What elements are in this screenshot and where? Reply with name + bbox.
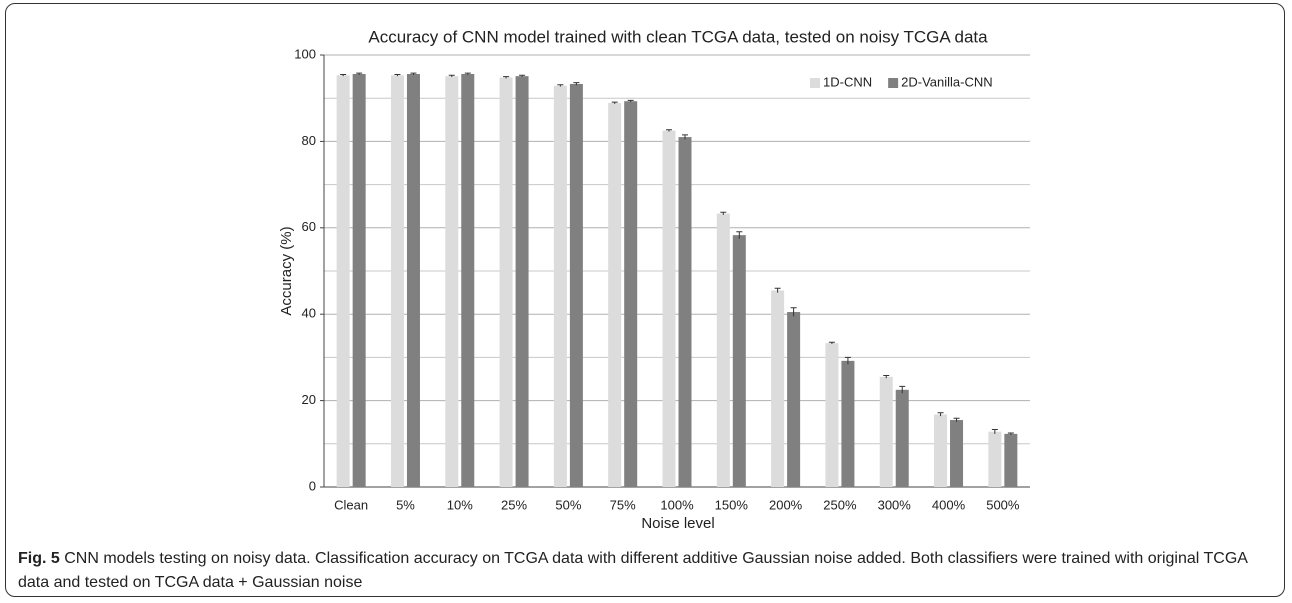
bar xyxy=(662,130,676,487)
error-bar xyxy=(627,99,634,103)
error-bar xyxy=(790,307,797,317)
x-tick-label: 5% xyxy=(396,497,415,512)
error-bar xyxy=(1007,432,1014,435)
error-bar xyxy=(448,74,455,78)
chart-title: Accuracy of CNN model trained with clean… xyxy=(368,27,988,46)
caption: Fig. 5 CNN models testing on noisy data.… xyxy=(18,547,1273,595)
legend-swatch xyxy=(810,78,820,88)
error-bar xyxy=(937,412,944,417)
error-bar xyxy=(736,231,743,239)
y-tick-label: 60 xyxy=(302,219,316,234)
bar xyxy=(352,74,366,488)
bar xyxy=(406,74,420,488)
error-bar xyxy=(720,211,727,215)
x-axis-label: Noise level xyxy=(641,515,714,532)
x-tick-label: 500% xyxy=(986,497,1020,512)
error-bar xyxy=(503,76,510,79)
x-tick-label: 50% xyxy=(555,497,581,512)
bar xyxy=(879,376,893,487)
y-tick-label: 40 xyxy=(302,306,316,321)
bar xyxy=(390,75,404,487)
x-tick-label: 300% xyxy=(878,497,912,512)
x-tick-label: 25% xyxy=(501,497,527,512)
bar xyxy=(771,290,785,487)
error-bar xyxy=(464,72,471,75)
bar xyxy=(553,85,567,487)
bar xyxy=(895,389,909,487)
bar xyxy=(445,76,459,487)
bar xyxy=(461,74,475,488)
error-bar xyxy=(774,287,781,293)
bar xyxy=(934,414,948,487)
bar xyxy=(515,76,529,487)
y-tick-label: 80 xyxy=(302,133,316,148)
bar xyxy=(678,137,692,487)
error-bar xyxy=(682,134,688,140)
error-bar xyxy=(356,72,363,75)
bar xyxy=(950,420,964,487)
error-bar xyxy=(340,73,347,77)
bar xyxy=(787,312,801,487)
caption-label: Fig. 5 xyxy=(18,550,60,567)
bar xyxy=(569,83,583,487)
error-bar xyxy=(899,385,906,394)
error-bar xyxy=(828,341,835,345)
x-tick-label: 75% xyxy=(610,497,636,512)
bar xyxy=(988,431,1002,487)
error-bar xyxy=(394,73,401,77)
error-bar xyxy=(519,74,526,78)
error-bar xyxy=(573,82,580,86)
y-tick-label: 0 xyxy=(309,478,316,493)
y-axis-label: Accuracy (%) xyxy=(278,226,295,315)
error-bar xyxy=(953,417,960,422)
x-tick-label: 400% xyxy=(932,497,966,512)
caption-text: CNN models testing on noisy data. Classi… xyxy=(18,550,1248,591)
legend-swatch xyxy=(888,78,899,88)
y-tick-label: 20 xyxy=(302,392,316,407)
x-tick-label: 100% xyxy=(660,497,694,512)
bar xyxy=(336,75,350,487)
bar xyxy=(1004,433,1018,487)
legend-label: 1D-CNN xyxy=(823,74,872,89)
x-tick-label: 150% xyxy=(715,497,749,512)
error-bar xyxy=(844,356,851,365)
legend-label: 2D-Vanilla-CNN xyxy=(901,74,993,89)
error-bar xyxy=(557,84,564,87)
x-tick-label: 250% xyxy=(823,497,857,512)
y-tick-label: 100 xyxy=(294,46,316,61)
error-bar xyxy=(410,72,417,75)
bar xyxy=(499,77,513,488)
error-bar xyxy=(611,101,618,104)
x-tick-label: 10% xyxy=(447,497,473,512)
x-tick-label: Clean xyxy=(334,497,368,512)
bar xyxy=(841,360,855,487)
chart: Accuracy of CNN model trained with clean… xyxy=(278,27,1030,532)
bar xyxy=(732,235,746,487)
bar xyxy=(825,343,839,487)
bar xyxy=(716,213,730,487)
bar xyxy=(608,102,622,488)
error-bar xyxy=(666,129,672,132)
x-tick-label: 200% xyxy=(769,497,803,512)
figure-frame xyxy=(5,3,1285,597)
bar xyxy=(624,101,638,487)
error-bar xyxy=(883,375,890,379)
error-bar xyxy=(991,429,998,434)
